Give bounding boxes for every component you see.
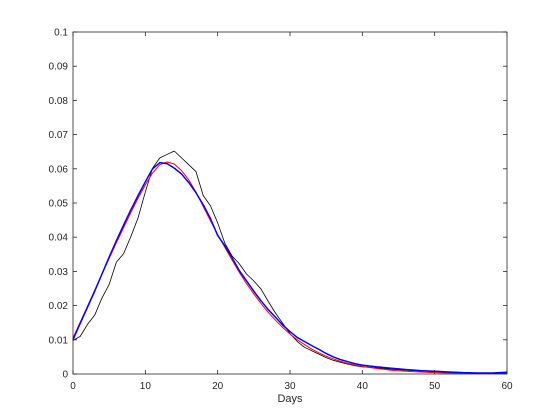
x-tick-label: 0 [70, 381, 76, 392]
x-tick-label: 40 [357, 381, 369, 392]
tick-layer: 0 10 20 30 40 50 60 0 0.01 0.02 0.03 0.04 0.05 0.06 0.… [49, 28, 513, 393]
x-tick-label: 60 [501, 381, 513, 392]
x-tick-label: 10 [140, 381, 152, 392]
y-tick-label: 0.05 [49, 199, 69, 210]
series-line-2 [72, 161, 507, 375]
y-tick-label: 0.07 [49, 130, 69, 141]
y-tick-label: 0.06 [49, 164, 69, 175]
series-line-1 [72, 150, 508, 374]
x-tick-label: 50 [429, 381, 441, 392]
x-axis-title: Days [277, 393, 303, 405]
y-tick-label: 0.1 [54, 28, 68, 39]
y-tick-label: 0.08 [49, 96, 69, 107]
x-tick-label: 20 [212, 381, 224, 392]
y-tick-label: 0.03 [49, 267, 69, 278]
y-tick-label: 0 [62, 370, 68, 381]
y-tick-label: 0.02 [49, 301, 69, 312]
series-line-3 [72, 161, 508, 374]
y-tick-label: 0.01 [49, 335, 69, 346]
x-tick-label: 30 [284, 381, 296, 392]
y-tick-label: 0.09 [49, 62, 69, 73]
y-tick-label: 0.04 [49, 233, 69, 244]
plot-area [73, 32, 507, 374]
series-layer [72, 150, 508, 375]
